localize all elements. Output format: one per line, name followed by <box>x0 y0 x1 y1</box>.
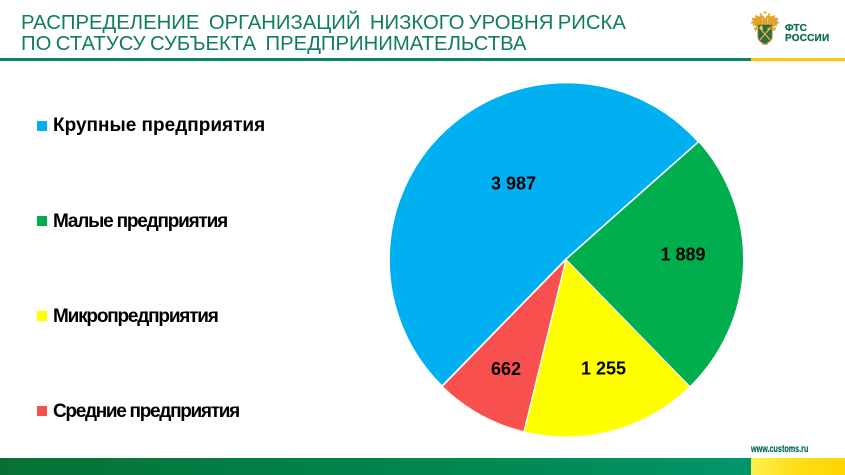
svg-text:1 889: 1 889 <box>660 245 705 265</box>
svg-text:3 987: 3 987 <box>491 174 536 194</box>
svg-text:1 255: 1 255 <box>581 359 626 379</box>
svg-text:662: 662 <box>491 359 521 379</box>
